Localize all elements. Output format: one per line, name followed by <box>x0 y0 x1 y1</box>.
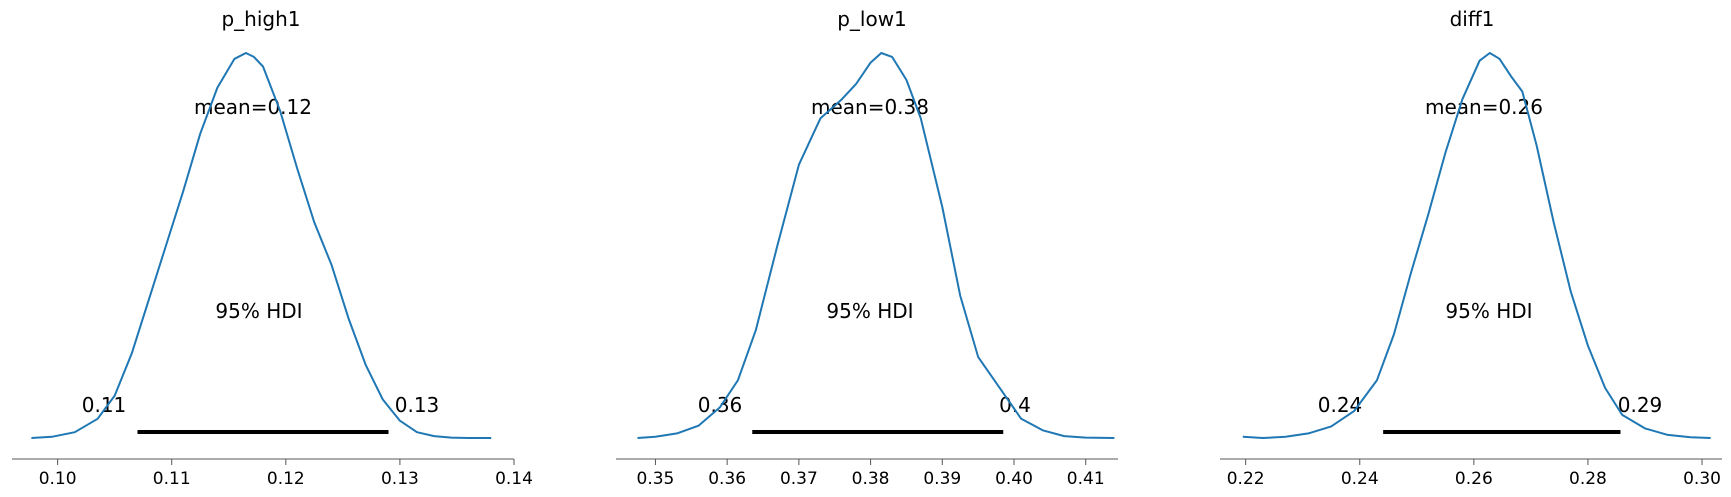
mean-label: mean=0.26 <box>1425 95 1543 119</box>
hdi-high-label: 0.29 <box>1618 393 1663 417</box>
x-tick-label: 0.10 <box>39 469 77 489</box>
x-tick-label: 0.26 <box>1455 469 1493 489</box>
hdi-label: 95% HDI <box>826 299 913 323</box>
x-tick-label: 0.28 <box>1569 469 1607 489</box>
mean-label: mean=0.12 <box>194 95 312 119</box>
x-tick-label: 0.38 <box>852 469 890 489</box>
x-tick-label: 0.12 <box>267 469 305 489</box>
panel-p-high1: p_high1 mean=0.12 95% HDI 0.11 0.13 0.10… <box>12 7 533 489</box>
x-tick-label: 0.22 <box>1227 469 1265 489</box>
mean-label: mean=0.38 <box>811 95 929 119</box>
x-tick-label: 0.14 <box>495 469 533 489</box>
hdi-low-label: 0.24 <box>1318 393 1363 417</box>
hdi-label: 95% HDI <box>1445 299 1532 323</box>
panel-title: diff1 <box>1450 7 1495 31</box>
x-tick-label: 0.36 <box>708 469 746 489</box>
density-curve <box>637 52 1115 439</box>
hdi-low-label: 0.11 <box>82 393 127 417</box>
panel-p-low1: p_low1 mean=0.38 95% HDI 0.36 0.4 0.35 0.… <box>616 7 1118 489</box>
x-tick-label: 0.11 <box>153 469 191 489</box>
panel-title: p_low1 <box>837 7 907 31</box>
x-tick-label: 0.39 <box>923 469 961 489</box>
x-tick-label: 0.30 <box>1683 469 1721 489</box>
density-curve <box>1242 52 1711 439</box>
x-tick-label: 0.41 <box>1067 469 1105 489</box>
density-curve <box>31 52 492 439</box>
x-tick-label: 0.35 <box>637 469 675 489</box>
x-tick-label: 0.13 <box>381 469 419 489</box>
panel-title: p_high1 <box>221 7 300 31</box>
hdi-high-label: 0.4 <box>999 393 1031 417</box>
x-tick-label: 0.40 <box>995 469 1033 489</box>
panel-diff1: diff1 mean=0.26 95% HDI 0.24 0.29 0.22 0.… <box>1220 7 1722 489</box>
hdi-label: 95% HDI <box>215 299 302 323</box>
x-tick-label: 0.37 <box>780 469 818 489</box>
x-tick-label: 0.24 <box>1341 469 1379 489</box>
hdi-high-label: 0.13 <box>395 393 440 417</box>
hdi-low-label: 0.36 <box>698 393 743 417</box>
